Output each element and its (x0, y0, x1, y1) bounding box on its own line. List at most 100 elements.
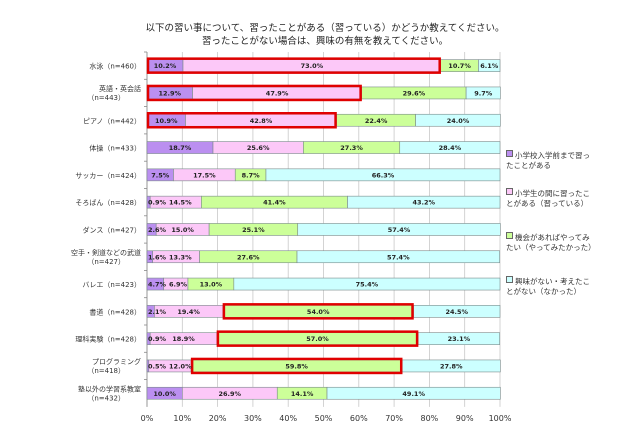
category-label: 塾以外の学習系教室（n=432） (78, 384, 141, 402)
bar-segment (399, 141, 501, 154)
data-label: 23.1% (448, 335, 471, 343)
legend-label: 小学生の間に習ったことがある（習っている） (506, 189, 590, 208)
highlight-box (190, 357, 403, 375)
data-label: 29.6% (403, 89, 426, 97)
data-label: 41.4% (263, 199, 286, 207)
data-label: 57.0% (306, 335, 329, 343)
chart-title: 以下の習い事について、習ったことがある（習っている）かどうか教えてください。 習… (140, 22, 510, 48)
x-tick-label: 100% (489, 414, 512, 423)
legend-item: 小学生の間に習ったことがある（習っている） (506, 188, 596, 209)
data-label: 8.7% (242, 171, 261, 179)
highlight-box (222, 303, 414, 320)
data-label: 0.9% (148, 199, 167, 207)
data-label: 10.0% (153, 390, 176, 398)
data-label: 10.2% (154, 62, 177, 70)
bar-segment (326, 386, 501, 400)
legend-label: 機会があればやってみたい（やってみたかった） (506, 233, 596, 252)
data-label: 14.1% (291, 390, 314, 398)
data-label: 59.8% (285, 362, 308, 370)
highlight-box (216, 330, 419, 347)
bar-segment (296, 250, 500, 264)
data-label: 13.0% (200, 281, 223, 289)
data-label: 57.4% (388, 226, 411, 234)
data-label: 14.5% (169, 199, 192, 207)
category-label: 水泳（n=460） (89, 62, 141, 71)
data-label: 27.8% (440, 362, 463, 370)
data-label: 18.7% (169, 144, 192, 152)
data-label: 22.4% (365, 117, 388, 125)
data-label: 4.7% (148, 281, 167, 289)
x-tick-label: 20% (209, 414, 227, 423)
category-label: 英語・英会話（n=443） (87, 84, 141, 102)
data-label: 27.3% (340, 144, 363, 152)
category-label: そろばん（n=428） (75, 198, 141, 207)
x-tick-label: 0% (141, 414, 154, 423)
data-label: 26.9% (218, 390, 241, 398)
category-label: 理科実験（n=428） (75, 335, 141, 344)
data-label: 10.7% (448, 62, 471, 70)
category-label: 書道（n=428） (89, 307, 141, 316)
data-label: 24.0% (447, 117, 470, 125)
data-label: 12.9% (158, 89, 181, 97)
data-label: 18.9% (172, 335, 195, 343)
data-label: 25.6% (247, 144, 270, 152)
data-label: 73.0% (301, 62, 324, 70)
data-label: 66.3% (372, 171, 395, 179)
data-label: 12.0% (169, 362, 192, 370)
category-label: ピアノ（n=442） (83, 117, 141, 125)
bar-segment (233, 277, 501, 291)
legend-item: 興味がない・考えたことがない（なかった） (506, 276, 596, 297)
data-label: 15.0% (171, 226, 194, 234)
data-label: 6.1% (480, 62, 499, 70)
data-label: 0.5% (148, 362, 167, 370)
data-label: 42.8% (250, 117, 273, 125)
data-label: 28.4% (439, 144, 462, 152)
x-tick-label: 80% (421, 414, 439, 423)
data-label: 0.9% (148, 335, 167, 343)
legend-item: 機会があればやってみたい（やってみたかった） (506, 232, 596, 253)
data-label: 49.1% (402, 390, 425, 398)
category-label: ダンス（n=427） (82, 225, 141, 234)
legend-label: 興味がない・考えたことがない（なかった） (506, 277, 590, 296)
bar-segment (347, 195, 501, 209)
x-tick-label: 50% (315, 414, 333, 423)
highlight-box (146, 84, 362, 102)
x-tick-label: 30% (244, 414, 262, 423)
legend-swatch (506, 150, 513, 157)
data-label: 19.4% (177, 308, 200, 316)
legend-item: 小学校入学前まで習ったことがある (506, 150, 596, 171)
data-label: 47.9% (266, 89, 289, 97)
highlight-box (146, 57, 441, 74)
legend-swatch (506, 188, 513, 195)
x-tick-label: 60% (350, 414, 368, 423)
category-label: プログラミング（n=418） (87, 357, 141, 375)
data-label: 17.5% (193, 171, 216, 179)
data-label: 54.0% (307, 308, 330, 316)
data-label: 57.4% (387, 253, 410, 261)
data-label: 9.7% (474, 89, 493, 97)
data-label: 43.2% (412, 199, 435, 207)
title-line-1: 以下の習い事について、習ったことがある（習っている）かどうか教えてください。 (145, 23, 505, 34)
x-tick-label: 90% (456, 414, 474, 423)
data-label: 10.9% (155, 117, 178, 125)
data-label: 1.6% (148, 253, 167, 261)
x-tick-label: 70% (385, 414, 403, 423)
bar-segment (265, 168, 501, 182)
data-label: 13.3% (169, 253, 192, 261)
bar-segment (415, 113, 501, 127)
bar-segment (297, 223, 501, 236)
category-label: サッカー（n=424） (75, 172, 141, 180)
x-tick-label: 40% (279, 414, 297, 423)
category-label: 体操（n=433） (89, 144, 141, 153)
bar-segment (465, 86, 501, 100)
data-label: 7.5% (151, 171, 170, 179)
data-label: 25.1% (242, 226, 265, 234)
x-tick-label: 10% (173, 414, 191, 423)
category-label: バレエ（n=423） (82, 281, 141, 289)
bar-segment (478, 59, 501, 72)
legend-swatch (506, 276, 513, 283)
data-label: 6.9% (169, 281, 188, 289)
legend-label: 小学校入学前まで習ったことがある (506, 151, 590, 170)
data-label: 75.4% (356, 281, 379, 289)
